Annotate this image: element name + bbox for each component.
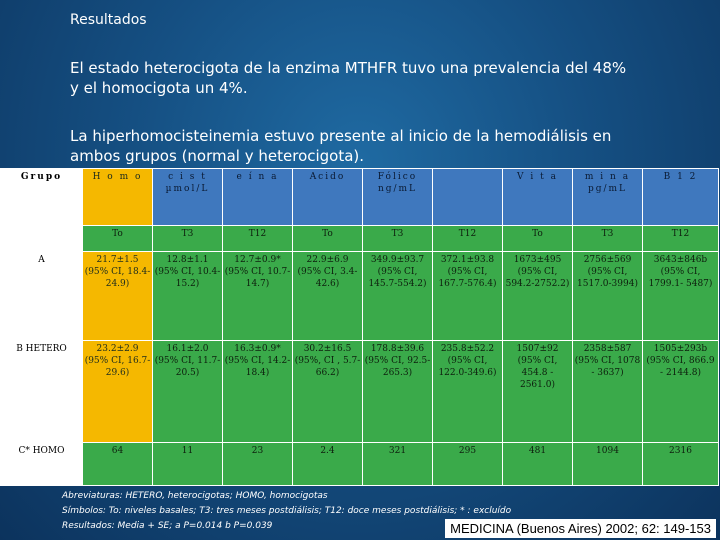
- table-cell: 1673±495 (95% CI, 594.2-2752.2): [502, 250, 573, 342]
- subheader-cell: To: [292, 225, 363, 252]
- table-cell: 2.4: [292, 441, 363, 487]
- table-cell: 21.7±1.5 (95% CI, 18.4-24.9): [82, 250, 153, 342]
- header-cist: c i s t µmol/L: [152, 167, 223, 227]
- subheader-cell: To: [82, 225, 153, 252]
- header-mina: m i n a pg/mL: [572, 167, 643, 227]
- table-cell: 22.9±6.9 (95% CI, 3.4-42.6): [292, 250, 363, 342]
- header-folico: Fólico ng/mL: [362, 167, 433, 227]
- slide-title: Resultados: [70, 12, 147, 28]
- subheader-cell: T12: [642, 225, 719, 252]
- table-cell: 349.9±93.7 (95% CI, 145.7-554.2): [362, 250, 433, 342]
- subheader-cell: T12: [432, 225, 503, 252]
- footnote-abbreviations: Abreviaturas: HETERO, heterocigotas; HOM…: [62, 491, 328, 501]
- footnote-results: Resultados: Media + SE; a P=0.014 b P=0.…: [62, 521, 273, 531]
- subheader-cell: T12: [222, 225, 293, 252]
- table-cell: 12.7±0.9* (95% CI, 10.7-14.7): [222, 250, 293, 342]
- header-blank: [432, 167, 503, 227]
- subheader-cell: To: [502, 225, 573, 252]
- table-row: A 21.7±1.5 (95% CI, 18.4-24.9) 12.8±1.1 …: [0, 250, 719, 342]
- row-grupo: C* HOMO: [0, 441, 83, 487]
- table-cell: 2756±569 (95% CI, 1517.0-3994): [572, 250, 643, 342]
- paragraph-prevalence: El estado heterocigota de la enzima MTHF…: [70, 59, 627, 97]
- row-grupo: B HETERO: [0, 340, 83, 443]
- header-b12: B 1 2: [642, 167, 719, 227]
- subheader-row: To T3 T12 To T3 T12 To T3 T12: [0, 225, 719, 252]
- table-cell: 23: [222, 441, 293, 487]
- table-cell: 2316: [642, 441, 719, 487]
- header-vita: V i t a: [502, 167, 573, 227]
- table-cell: 1507±92 (95% CI, 454.8 - 2561.0): [502, 340, 573, 443]
- table-cell: 1505±293b (95% CI, 866.9 - 2144.8): [642, 340, 719, 443]
- table-cell: 11: [152, 441, 223, 487]
- subheader-empty: [0, 225, 83, 252]
- footnote-symbols: Símbolos: To: niveles basales; T3: tres …: [62, 506, 512, 516]
- subheader-cell: T3: [362, 225, 433, 252]
- table-cell: 3643±846b (95% CI, 1799.1- 5487): [642, 250, 719, 342]
- paragraph-hyperhomocysteinemia: La hiperhomocisteinemia estuvo presente …: [70, 127, 612, 165]
- subheader-cell: T3: [572, 225, 643, 252]
- table-cell: 16.1±2.0 (95% CI, 11.7-20.5): [152, 340, 223, 443]
- table-cell: 23.2±2.9 (95% CI, 16.7-29.6): [82, 340, 153, 443]
- table-cell: 2358±587 (95% CI, 1078 - 3637): [572, 340, 643, 443]
- results-table: Grupo H o m o c i s t µmol/L e í n a Aci…: [0, 167, 719, 487]
- table-cell: 30.2±16.5 (95%, CI , 5.7-66.2): [292, 340, 363, 443]
- table-cell: 12.8±1.1 (95% CI, 10.4-15.2): [152, 250, 223, 342]
- table-cell: 481: [502, 441, 573, 487]
- table-cell: 64: [82, 441, 153, 487]
- header-row: Grupo H o m o c i s t µmol/L e í n a Aci…: [0, 167, 719, 227]
- table-cell: 295: [432, 441, 503, 487]
- table-row: B HETERO 23.2±2.9 (95% CI, 16.7-29.6) 16…: [0, 340, 719, 443]
- footnotes: Abreviaturas: HETERO, heterocigotas; HOM…: [62, 489, 511, 534]
- table-cell: 16.3±0.9* (95% CI, 14.2-18.4): [222, 340, 293, 443]
- table-cell: 235.8±52.2 (95% CI, 122.0-349.6): [432, 340, 503, 443]
- source-citation: MEDICINA (Buenos Aires) 2002; 62: 149-15…: [445, 519, 716, 538]
- table-row: C* HOMO 64 11 23 2.4 321 295 481 1094 23…: [0, 441, 719, 487]
- subheader-cell: T3: [152, 225, 223, 252]
- header-grupo: Grupo: [0, 167, 83, 227]
- row-grupo: A: [0, 250, 83, 342]
- table-cell: 1094: [572, 441, 643, 487]
- table-cell: 321: [362, 441, 433, 487]
- table-cell: 372.1±93.8 (95% CI, 167.7-576.4): [432, 250, 503, 342]
- header-homo: H o m o: [82, 167, 153, 227]
- table-cell: 178.8±39.6 (95% CI, 92.5-265.3): [362, 340, 433, 443]
- header-acido: Acido: [292, 167, 363, 227]
- header-eina: e í n a: [222, 167, 293, 227]
